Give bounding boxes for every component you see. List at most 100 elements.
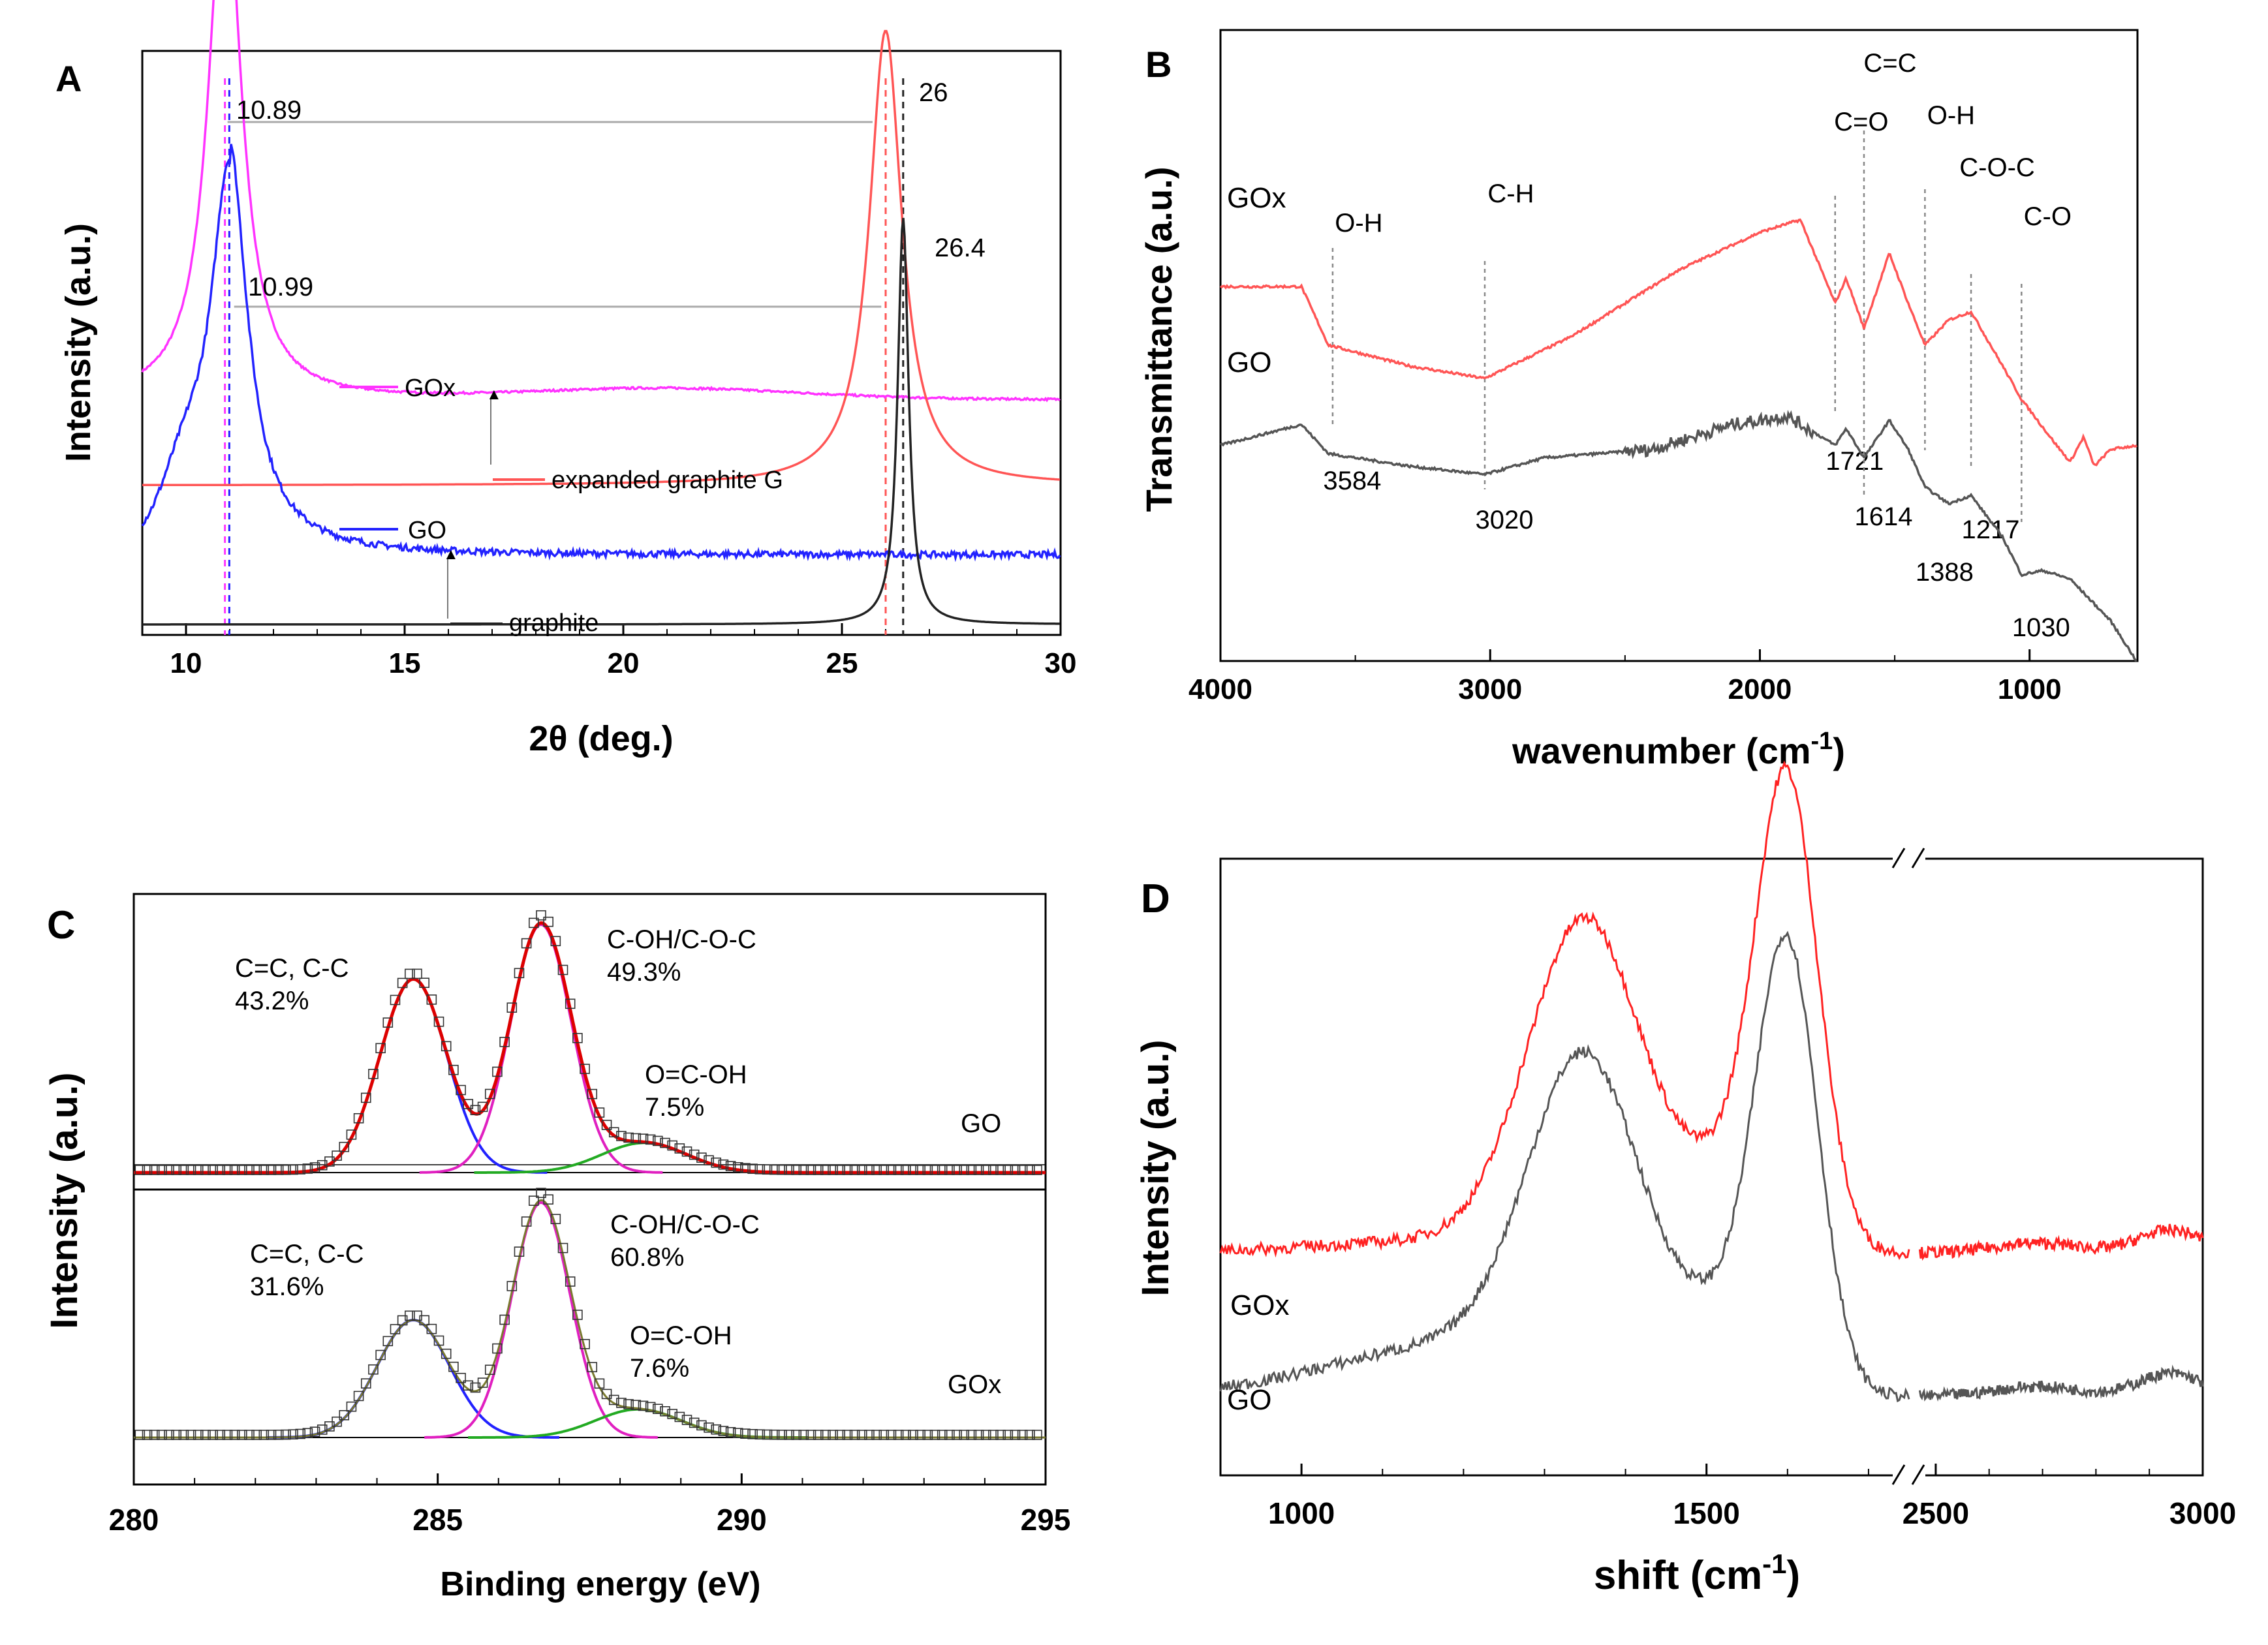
c-data-marker-1 xyxy=(973,1430,984,1440)
panel-c-y-axis-label: Intensity (a.u.) xyxy=(43,1072,85,1329)
c-go-label: GO xyxy=(961,1109,1001,1138)
panel-d-letter: D xyxy=(1141,876,1170,921)
c-data-marker-1 xyxy=(878,1430,890,1440)
d-curve-1-seg1 xyxy=(1219,930,1910,1403)
panel-b-letter: B xyxy=(1145,44,1172,85)
c-data-marker-0 xyxy=(390,994,401,1006)
b-band-value-0: 3584 xyxy=(1323,467,1381,495)
c-data-marker-1 xyxy=(295,1428,305,1439)
c-data-marker-1 xyxy=(762,1429,773,1440)
c-data-marker-1 xyxy=(623,1399,634,1409)
c-data-marker-1 xyxy=(784,1430,794,1440)
c-data-marker-0 xyxy=(849,1165,860,1175)
panel-a-letter: A xyxy=(55,58,82,99)
c-data-marker-1 xyxy=(616,1398,627,1408)
b-tick-label-0: 4000 xyxy=(1188,673,1252,705)
c-data-marker-1 xyxy=(405,1310,415,1321)
c-data-marker-1 xyxy=(995,1430,1006,1440)
c-tick-label-2: 290 xyxy=(717,1503,767,1537)
c-data-marker-1 xyxy=(368,1364,379,1375)
panel-b-curves xyxy=(1219,218,2138,662)
c-data-marker-0 xyxy=(529,917,539,929)
panel-b-x-axis-label: wavenumber (cm-1) xyxy=(1512,728,1845,771)
c-go-comp1-label: C=C, C-C xyxy=(235,954,349,983)
c-data-marker-0 xyxy=(929,1165,940,1175)
axis-break-top xyxy=(1891,848,1925,869)
c-data-marker-1 xyxy=(980,1430,991,1440)
c-data-marker-0 xyxy=(616,1131,627,1141)
c-data-marker-1 xyxy=(696,1420,707,1431)
c-data-marker-0 xyxy=(667,1140,677,1151)
panel-a-y-axis-label: Intensity (a.u.) xyxy=(59,223,98,462)
a-curve-0 xyxy=(141,0,1061,403)
panel-b-x-axis-label-sup: -1 xyxy=(1811,728,1833,755)
c-data-marker-0 xyxy=(704,1155,714,1166)
c-comp-1-1 xyxy=(424,1201,658,1439)
panel-c: C 280 285 290 295 Binding energy (eV) Inten… xyxy=(43,893,1070,1603)
c-data-marker-0 xyxy=(908,1165,918,1175)
c-data-marker-0 xyxy=(747,1163,758,1174)
c-data-marker-0 xyxy=(995,1165,1006,1175)
c-data-marker-1 xyxy=(288,1429,298,1440)
c-data-marker-0 xyxy=(944,1165,955,1175)
c-data-marker-1 xyxy=(959,1430,970,1440)
c-data-marker-0 xyxy=(557,964,568,976)
c-data-marker-1 xyxy=(813,1430,824,1440)
d-curve-0-seg2 xyxy=(1918,1223,2204,1261)
c-go-comp2-label: C-OH/C-O-C xyxy=(607,925,756,954)
c-data-marker-0 xyxy=(433,1016,444,1027)
c-data-marker-1 xyxy=(346,1401,357,1412)
c-data-marker-1 xyxy=(514,1246,525,1257)
c-data-marker-0 xyxy=(477,1101,488,1113)
axis-break-top-slash-1 xyxy=(1891,848,1906,869)
c-data-marker-0 xyxy=(244,1165,255,1175)
c-data-marker-0 xyxy=(412,968,422,979)
c-data-marker-0 xyxy=(448,1064,459,1075)
c-data-marker-0 xyxy=(346,1130,357,1140)
panel-b: B 4000 3000 2000 1000 O-H 3584 C-H 3020 C=O 1721… xyxy=(1138,29,2139,771)
c-data-marker-0 xyxy=(193,1165,204,1175)
panel-d-legend-gox: GOx xyxy=(1230,1289,1289,1321)
c-data-marker-0 xyxy=(157,1165,167,1175)
c-data-marker-0 xyxy=(178,1165,189,1175)
c-data-marker-1 xyxy=(149,1430,160,1440)
c-data-marker-0 xyxy=(484,1088,495,1099)
c-data-marker-1 xyxy=(353,1391,364,1402)
c-data-marker-1 xyxy=(587,1362,598,1372)
c-data-marker-0 xyxy=(397,977,408,989)
c-data-marker-0 xyxy=(645,1134,656,1145)
d-tick-label-3: 3000 xyxy=(2169,1496,2236,1530)
c-data-marker-1 xyxy=(864,1430,875,1440)
panel-a-x-ticks: 10 15 20 25 30 xyxy=(170,623,1076,679)
c-data-marker-1 xyxy=(660,1406,670,1417)
c-data-marker-1 xyxy=(944,1430,955,1440)
c-data-marker-0 xyxy=(674,1143,685,1154)
d-tick-label-1: 1500 xyxy=(1673,1496,1740,1530)
c-data-marker-0 xyxy=(164,1165,174,1175)
c-data-marker-1 xyxy=(638,1400,649,1411)
panel-a-reference-lines xyxy=(224,78,905,635)
c-data-marker-0 xyxy=(689,1149,700,1160)
c-data-marker-1 xyxy=(360,1378,371,1389)
b-tick-label-2: 2000 xyxy=(1728,673,1792,705)
a-curve-3 xyxy=(142,217,1060,626)
c-data-marker-0 xyxy=(251,1165,262,1175)
c-data-marker-1 xyxy=(1024,1430,1035,1440)
peak-label-gox: 10.89 xyxy=(236,96,302,125)
c-data-marker-0 xyxy=(681,1146,692,1157)
c-data-marker-0 xyxy=(134,1165,146,1175)
c-data-marker-0 xyxy=(820,1165,831,1175)
b-tick-label-3: 1000 xyxy=(1998,673,2062,705)
c-data-marker-0 xyxy=(653,1135,663,1146)
c-data-marker-1 xyxy=(601,1389,612,1400)
c-data-marker-0 xyxy=(360,1092,371,1103)
c-data-marker-0 xyxy=(492,1066,503,1077)
c-data-marker-1 xyxy=(543,1194,553,1205)
c-data-marker-1 xyxy=(375,1349,386,1361)
c-data-marker-1 xyxy=(339,1410,350,1421)
c-data-marker-0 xyxy=(725,1161,736,1171)
panel-d-x-axis-label-end: ) xyxy=(1787,1553,1801,1598)
c-data-marker-0 xyxy=(215,1165,226,1175)
c-data-marker-0 xyxy=(236,1165,247,1175)
c-data-marker-0 xyxy=(915,1165,925,1175)
